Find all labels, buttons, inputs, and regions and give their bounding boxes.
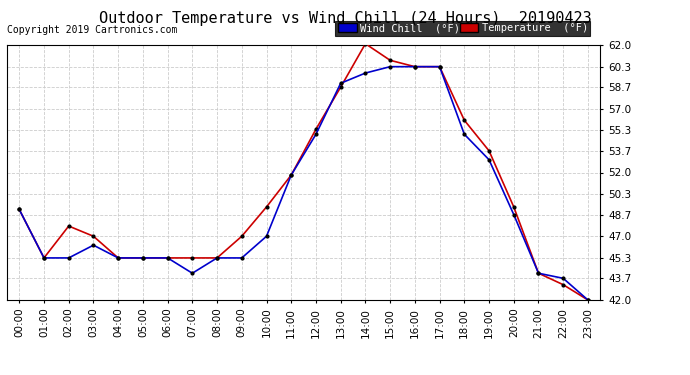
Legend: Wind Chill  (°F), Temperature  (°F): Wind Chill (°F), Temperature (°F) [335,21,591,36]
Text: Outdoor Temperature vs Wind Chill (24 Hours)  20190423: Outdoor Temperature vs Wind Chill (24 Ho… [99,11,591,26]
Text: Copyright 2019 Cartronics.com: Copyright 2019 Cartronics.com [7,25,177,35]
